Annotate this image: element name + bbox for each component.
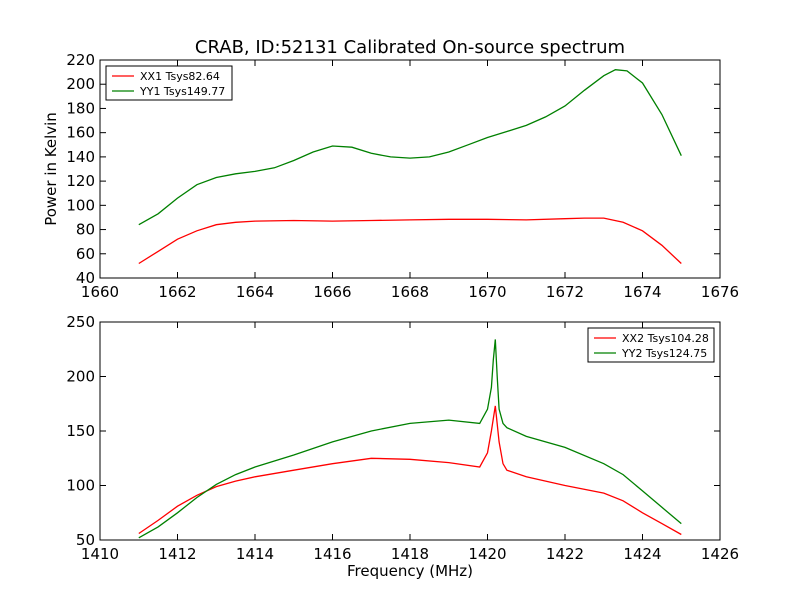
x-tick-label: 1660	[81, 283, 119, 301]
top-plot-ticks: 1660 1662 1664 1666 1668 1670 1672 1674 1676 40 60…	[66, 51, 739, 301]
y-tick-label: 60	[76, 245, 95, 263]
x-tick-label: 1414	[236, 545, 274, 563]
x-tick-label: 1422	[546, 545, 584, 563]
x-tick-label: 1410	[81, 545, 119, 563]
x-tick-label: 1420	[468, 545, 506, 563]
x-tick-label: 1418	[391, 545, 429, 563]
y-tick-label: 220	[66, 51, 95, 69]
y-tick-label: 100	[66, 477, 95, 495]
y-tick-label: 120	[66, 172, 95, 190]
x-tick-label: 1664	[236, 283, 274, 301]
bottom-plot: 1410 1412 1414 1416 1418 1420 1422 1424 1426 50 10…	[66, 313, 739, 580]
series-line-1-1	[138, 217, 682, 265]
legend-label: YY1 Tsys149.77	[139, 85, 225, 98]
bottom-plot-frame	[99, 321, 721, 541]
x-tick-label: 1668	[391, 283, 429, 301]
legend-label: XX2 Tsys104.28	[622, 332, 709, 345]
y-tick-label: 200	[66, 75, 95, 93]
x-tick-label: 1662	[158, 283, 196, 301]
top-plot-frame	[99, 59, 721, 279]
y-tick-label: 140	[66, 148, 95, 166]
top-plot: 1660 1662 1664 1666 1668 1670 1672 1674 1676 40 60…	[42, 51, 739, 301]
y-tick-label: 250	[66, 313, 95, 331]
bottom-plot-ticks: 1410 1412 1414 1416 1418 1420 1422 1424 1426 50 10…	[66, 313, 739, 563]
y-tick-label: 150	[66, 422, 95, 440]
legend-label: XX1 Tsys82.64	[140, 70, 220, 83]
top-legend: XX1 Tsys82.64 YY1 Tsys149.77	[105, 65, 233, 101]
legend-label: YY2 Tsys124.75	[621, 347, 707, 360]
chart-title: CRAB, ID:52131 Calibrated On-source spec…	[195, 37, 625, 58]
y-tick-label: 100	[66, 196, 95, 214]
y-tick-label: 80	[76, 221, 95, 239]
bottom-legend: XX2 Tsys104.28 YY2 Tsys124.75	[587, 327, 715, 363]
y-tick-label: 180	[66, 99, 95, 117]
x-tick-label: 1424	[623, 545, 661, 563]
x-tick-label: 1416	[313, 545, 351, 563]
x-tick-label: 1670	[468, 283, 506, 301]
legend-box	[587, 327, 715, 363]
x-tick-label: 1674	[623, 283, 661, 301]
x-tick-label: 1672	[546, 283, 584, 301]
y-tick-label: 50	[76, 531, 95, 549]
x-tick-label: 1412	[158, 545, 196, 563]
series-line-1-2	[138, 69, 682, 226]
x-tick-label: 1426	[701, 545, 739, 563]
bottom-plot-lines	[138, 339, 682, 539]
series-line-2-2	[138, 339, 682, 539]
legend-box	[105, 65, 233, 101]
x-tick-label: 1676	[701, 283, 739, 301]
x-axis-label: Frequency (MHz)	[347, 562, 473, 580]
series-line-2-1	[138, 405, 682, 536]
y-tick-label: 40	[76, 269, 95, 287]
x-tick-label: 1666	[313, 283, 351, 301]
y-axis-label: Power in Kelvin	[42, 112, 60, 226]
top-plot-lines	[138, 69, 682, 265]
y-tick-label: 160	[66, 124, 95, 142]
y-tick-label: 200	[66, 368, 95, 386]
